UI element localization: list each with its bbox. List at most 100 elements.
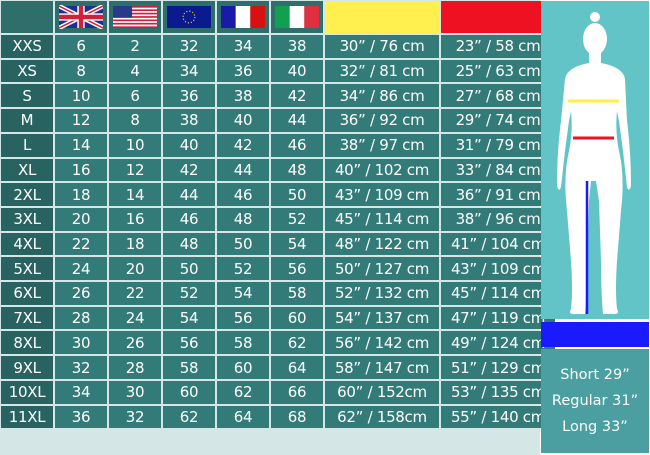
cell-uk: 12 (55, 109, 107, 132)
cell-uk: 30 (55, 331, 107, 355)
cell-waist: 38” / 97 cm (325, 133, 439, 157)
cell-size: 8XL (1, 331, 53, 355)
cell-waist: 54” / 137 cm (325, 306, 439, 330)
cell-eu: 54 (163, 306, 215, 330)
cell-us: 18 (109, 232, 161, 256)
cell-us: 22 (109, 282, 161, 305)
cell-fr: 44 (217, 158, 269, 182)
cell-it: 62 (271, 331, 323, 355)
cell-eu: 34 (163, 59, 215, 83)
cell-us: 24 (109, 306, 161, 330)
cell-eu: 38 (163, 109, 215, 132)
header-hip (441, 1, 555, 33)
cell-eu: 50 (163, 257, 215, 281)
cell-size: M (1, 109, 53, 132)
cell-hip: 31” / 79 cm (441, 133, 555, 157)
cell-us: 8 (109, 109, 161, 132)
cell-size: 10XL (1, 380, 53, 404)
cell-us: 32 (109, 405, 161, 429)
cell-uk: 36 (55, 405, 107, 429)
cell-hip: 51” / 129 cm (441, 356, 555, 379)
cell-fr: 56 (217, 306, 269, 330)
cell-fr: 42 (217, 133, 269, 157)
cell-eu: 56 (163, 331, 215, 355)
italy-flag-icon (275, 6, 319, 28)
cell-size: S (1, 84, 53, 108)
cell-hip: 36” / 91 cm (441, 183, 555, 206)
cell-us: 14 (109, 183, 161, 206)
cell-it: 68 (271, 405, 323, 429)
cell-waist: 45” / 114 cm (325, 207, 439, 231)
waist-color-swatch (325, 1, 439, 33)
cell-it: 40 (271, 59, 323, 83)
cell-it: 42 (271, 84, 323, 108)
cell-hip: 49” / 124 cm (441, 331, 555, 355)
uk-flag-icon (59, 5, 103, 29)
cell-eu: 40 (163, 133, 215, 157)
cell-eu: 48 (163, 232, 215, 256)
cell-size: 7XL (1, 306, 53, 330)
cell-uk: 18 (55, 183, 107, 206)
cell-it: 58 (271, 282, 323, 305)
body-measurement-figure (541, 1, 649, 319)
cell-uk: 32 (55, 356, 107, 379)
eu-flag-icon (167, 6, 211, 28)
us-flag-icon (113, 6, 157, 28)
cell-size: 4XL (1, 232, 53, 256)
cell-waist: 62” / 158cm (325, 405, 439, 429)
cell-it: 56 (271, 257, 323, 281)
cell-it: 46 (271, 133, 323, 157)
cell-waist: 36” / 92 cm (325, 109, 439, 132)
cell-eu: 42 (163, 158, 215, 182)
cell-hip: 38” / 96 cm (441, 207, 555, 231)
cell-waist: 43” / 109 cm (325, 183, 439, 206)
cell-hip: 27” / 68 cm (441, 84, 555, 108)
cell-eu: 62 (163, 405, 215, 429)
cell-it: 38 (271, 35, 323, 58)
cell-it: 54 (271, 232, 323, 256)
cell-waist: 58” / 147 cm (325, 356, 439, 379)
cell-uk: 34 (55, 380, 107, 404)
cell-size: L (1, 133, 53, 157)
cell-hip: 47” / 119 cm (441, 306, 555, 330)
header-us (109, 1, 161, 33)
cell-fr: 50 (217, 232, 269, 256)
cell-waist: 56” / 142 cm (325, 331, 439, 355)
length-short: Short 29” (560, 367, 630, 383)
cell-uk: 6 (55, 35, 107, 58)
cell-it: 60 (271, 306, 323, 330)
cell-size: XS (1, 59, 53, 83)
cell-us: 28 (109, 356, 161, 379)
cell-hip: 45” / 114 cm (441, 282, 555, 305)
cell-it: 50 (271, 183, 323, 206)
inseam-color-band (541, 322, 649, 347)
cell-us: 12 (109, 158, 161, 182)
cell-uk: 16 (55, 158, 107, 182)
cell-hip: 29” / 74 cm (441, 109, 555, 132)
cell-eu: 60 (163, 380, 215, 404)
cell-hip: 33” / 84 cm (441, 158, 555, 182)
cell-us: 6 (109, 84, 161, 108)
cell-waist: 60” / 152cm (325, 380, 439, 404)
cell-size: XL (1, 158, 53, 182)
header-eu (163, 1, 215, 33)
cell-uk: 20 (55, 207, 107, 231)
header-waist (325, 1, 439, 33)
length-regular: Regular 31” (551, 393, 639, 409)
cell-fr: 34 (217, 35, 269, 58)
cell-uk: 26 (55, 282, 107, 305)
cell-fr: 64 (217, 405, 269, 429)
size-chart-table: XXS 6 2 32 34 38 30” / 76 cm 23” / 58 cm XS 8 4 34 3… (0, 0, 555, 455)
cell-waist: 48” / 122 cm (325, 232, 439, 256)
cell-waist: 50” / 127 cm (325, 257, 439, 281)
cell-us: 26 (109, 331, 161, 355)
cell-fr: 46 (217, 183, 269, 206)
cell-uk: 24 (55, 257, 107, 281)
cell-fr: 58 (217, 331, 269, 355)
header-fr (217, 1, 269, 33)
cell-size: 2XL (1, 183, 53, 206)
cell-fr: 48 (217, 207, 269, 231)
cell-us: 16 (109, 207, 161, 231)
length-long: Long 33” (562, 419, 628, 435)
cell-us: 20 (109, 257, 161, 281)
